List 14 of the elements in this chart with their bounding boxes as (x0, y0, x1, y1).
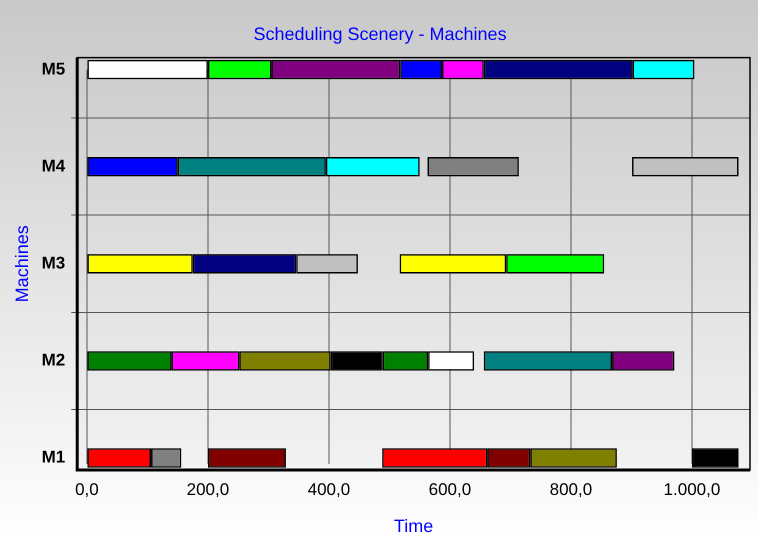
y-tick-label: M2 (42, 350, 66, 370)
y-tick-label: M3 (42, 253, 66, 272)
x-tick-label: 400,0 (308, 480, 350, 499)
chart-title: Scheduling Scenery - Machines (253, 24, 507, 44)
x-tick-label: 600,0 (428, 480, 472, 499)
y-tick-label: M5 (42, 59, 66, 78)
x-tick-label: 1.000,0 (664, 480, 720, 499)
y-tick-label: M1 (42, 448, 66, 467)
x-tick-label: 200,0 (186, 480, 230, 499)
y-tick-label: M4 (42, 156, 66, 176)
x-tick-label: 800,0 (550, 480, 592, 499)
y-axis-title: Machines (12, 225, 32, 302)
x-tick-label: 0,0 (75, 480, 99, 499)
x-axis-title: Time (394, 516, 434, 536)
